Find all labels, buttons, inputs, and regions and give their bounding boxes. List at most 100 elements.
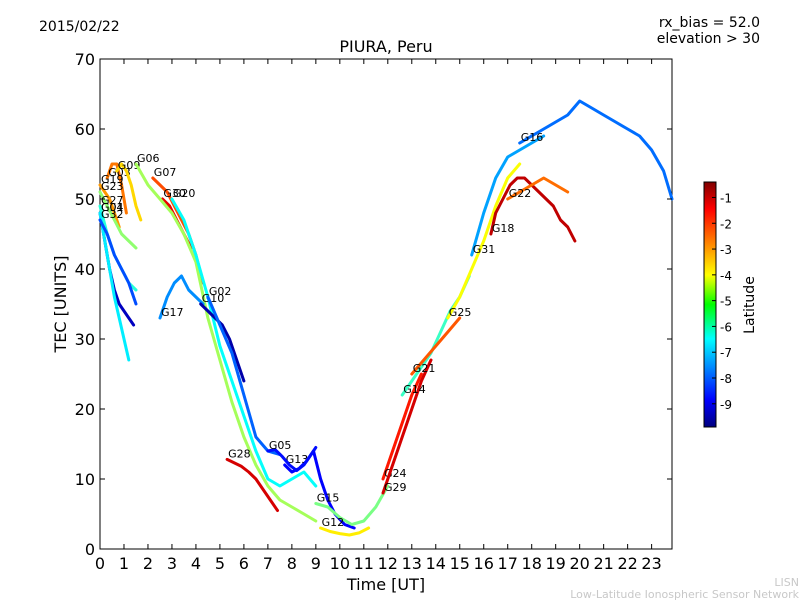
x-tick-label: 4: [191, 554, 201, 573]
x-tick-label: 16: [474, 554, 494, 573]
series-label-g05: G05: [269, 439, 292, 452]
series-g31: [470, 134, 546, 257]
series-label-g31: G31: [473, 243, 496, 256]
y-tick-label: 60: [75, 120, 95, 139]
x-tick-label: 21: [593, 554, 613, 573]
series-label-g09: G09: [118, 159, 141, 172]
colorbar-tick-label: -2: [720, 217, 732, 231]
series-g03: [105, 162, 128, 215]
series-g17: [158, 274, 205, 320]
colorbar-tick-label: -6: [720, 320, 732, 334]
series-g32: [98, 218, 138, 306]
x-tick-label: 12: [378, 554, 398, 573]
colorbar-tick-label: -7: [720, 346, 732, 360]
series-g24: [381, 372, 423, 481]
series-g09: [115, 162, 143, 222]
series-layer: G01G03G09G19G23G13G27G04G32G07G30G06G20G…: [98, 99, 674, 537]
colorbar-ticks: -1 -2 -3 -4 -5 -6 -7 -8 -9: [712, 191, 732, 412]
colorbar-tick-label: -4: [720, 269, 732, 283]
series-label-g28: G28: [228, 447, 251, 460]
series-g05: [266, 446, 318, 473]
series-label-g27: G27: [101, 194, 124, 207]
series-g28: [225, 457, 279, 512]
x-tick-label: 0: [95, 554, 105, 573]
x-tick-label: 8: [287, 554, 297, 573]
series-g20: [170, 197, 318, 488]
series-label-g15: G15: [317, 492, 340, 505]
series-g21: [410, 316, 462, 376]
x-tick-label: 2: [143, 554, 153, 573]
x-tick-label: 5: [215, 554, 225, 573]
x-tick-label: 1: [119, 554, 129, 573]
chart-title: PIURA, Peru: [339, 37, 432, 56]
series-g12: [319, 526, 371, 537]
x-tick-label: 13: [402, 554, 422, 573]
x-tick-label: 10: [330, 554, 350, 573]
y-axis-label: TEC [UNITS]: [51, 256, 70, 354]
series-g15: [314, 484, 390, 526]
series-g06: [134, 162, 318, 523]
x-tick-label: 11: [354, 554, 374, 573]
series-label-g06: G06: [137, 152, 160, 165]
y-tick-label: 70: [75, 50, 95, 69]
series-label-g25: G25: [449, 306, 472, 319]
y-tick-label: 20: [75, 400, 95, 419]
x-tick-label: 15: [450, 554, 470, 573]
x-tick-label: 22: [617, 554, 637, 573]
colorbar-tick-label: -9: [720, 398, 732, 412]
rx-bias-label: rx_bias = 52.0: [659, 15, 760, 31]
footer-network: Low-Latitude Ionospheric Sensor Network: [570, 588, 799, 600]
colorbar-tick-label: -5: [720, 295, 732, 309]
series-label-g13: G13: [286, 453, 309, 466]
x-tick-label: 18: [522, 554, 542, 573]
series-label-g02: G02: [209, 285, 232, 298]
series-label-g29: G29: [384, 481, 407, 494]
x-tick-label: 20: [569, 554, 589, 573]
series-label-g32: G32: [101, 208, 124, 221]
x-tick-label: 3: [167, 554, 177, 573]
series-label-g18: G18: [492, 222, 515, 235]
x-tick-label: 9: [311, 554, 321, 573]
series-g22: [506, 176, 570, 201]
colorbar: [703, 181, 717, 428]
footer-lisn: LISN: [774, 576, 799, 589]
colorbar-tick-label: -8: [720, 372, 732, 386]
y-tick-label: 10: [75, 470, 95, 489]
series-label-g17: G17: [161, 306, 184, 319]
x-tick-label: 14: [426, 554, 446, 573]
series-label-g30: G30: [163, 187, 186, 200]
series-g29: [381, 358, 433, 495]
colorbar-label: Latitude: [742, 276, 758, 334]
series-label-g16: G16: [521, 131, 544, 144]
y-tick-label: 30: [75, 330, 95, 349]
series-label-g19: G19: [101, 173, 124, 186]
series-g23: [98, 190, 138, 250]
date-label: 2015/02/22: [39, 19, 120, 35]
elevation-label: elevation > 30: [657, 31, 760, 47]
series-g10: [199, 302, 246, 383]
series-label-g07: G07: [154, 166, 177, 179]
series-g25: [446, 162, 522, 320]
series-g19: [98, 183, 121, 229]
series-label-g12: G12: [322, 516, 345, 529]
series-label-g20: G20: [173, 187, 196, 200]
series-g16: [518, 99, 674, 201]
series-label-g10: G10: [202, 292, 225, 305]
y-tick-label: 0: [85, 540, 95, 559]
series-label-g04: G04: [101, 201, 124, 214]
x-axis-label: Time [UT]: [346, 575, 425, 594]
x-tick-label: 23: [641, 554, 661, 573]
series-label-g23: G23: [101, 180, 124, 193]
x-tick-label: 19: [546, 554, 566, 573]
axis-layer: 0 1 2 3 4 5 6 7 8 9 10 11 12 13 14 15 16 17 18 19 20 21 22 2301…: [75, 50, 672, 573]
x-tick-label: 6: [239, 554, 249, 573]
x-tick-label: 7: [263, 554, 273, 573]
x-tick-label: 17: [498, 554, 518, 573]
series-label-g21: G21: [413, 362, 436, 375]
y-tick-label: 50: [75, 190, 95, 209]
series-label-g22: G22: [509, 187, 532, 200]
series-label-g14: G14: [403, 383, 426, 396]
series-g04: [98, 211, 131, 362]
colorbar-tick-label: -1: [720, 191, 732, 205]
